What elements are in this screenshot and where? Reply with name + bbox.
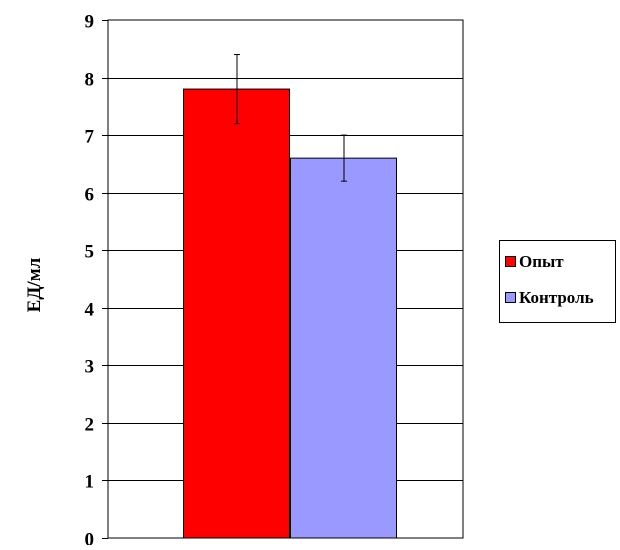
y-tick-label: 2	[85, 415, 95, 436]
bar-kontrol	[290, 157, 397, 539]
legend-label: Опыт	[519, 252, 564, 271]
y-axis-ticks: 0 1 2 3 4 5 6 7 8 9	[85, 12, 108, 550]
y-axis-title: ЕД/мл	[24, 257, 45, 312]
error-bar-layer	[234, 54, 347, 182]
y-tick-label: 1	[85, 472, 95, 493]
legend-swatch	[505, 292, 516, 303]
y-tick-label: 3	[85, 357, 95, 378]
y-tick-label: 9	[85, 12, 95, 33]
y-tick-label: 4	[85, 300, 95, 321]
y-tick-label: 8	[85, 70, 95, 91]
bar-opyt	[183, 88, 290, 539]
bar-layer	[183, 88, 397, 539]
y-tick-label: 7	[85, 127, 95, 148]
legend-swatch	[505, 256, 516, 267]
legend-box	[499, 240, 616, 323]
y-tick-label: 5	[85, 242, 95, 263]
legend-label: Контроль	[519, 288, 594, 307]
y-tick-label: 0	[85, 530, 95, 546]
y-tick-label: 6	[85, 185, 95, 206]
legend: Опыт Контроль	[499, 240, 616, 323]
